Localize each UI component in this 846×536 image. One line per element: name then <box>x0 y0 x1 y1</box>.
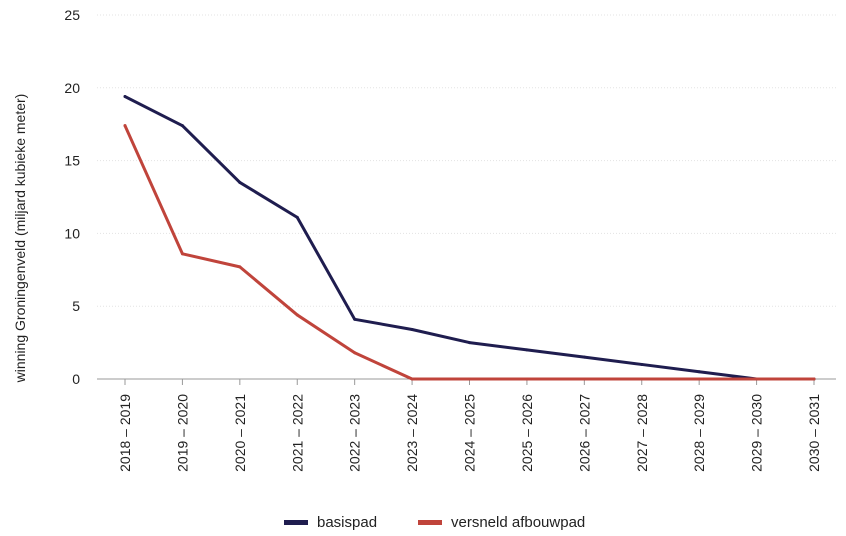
data-point <box>525 377 529 381</box>
y-tick-label: 15 <box>64 153 80 169</box>
y-tick-label: 20 <box>64 80 80 96</box>
series-1 <box>123 124 816 381</box>
data-point <box>640 377 644 381</box>
x-tick-label: 2030 – 2031 <box>806 394 822 472</box>
gridlines <box>97 14 836 307</box>
x-tick-label: 2022 – 2023 <box>347 394 363 472</box>
x-tick-label: 2026 – 2027 <box>576 394 592 472</box>
data-point <box>353 351 357 355</box>
data-point <box>812 377 816 381</box>
data-point <box>697 377 701 381</box>
x-tick-label: 2019 – 2020 <box>174 394 190 472</box>
legend-label: versneld afbouwpad <box>451 514 585 531</box>
data-point <box>410 327 414 331</box>
legend-label: basispad <box>317 514 377 531</box>
data-point <box>353 317 357 321</box>
x-tick-label: 2025 – 2026 <box>519 394 535 472</box>
y-tick-label: 25 <box>64 7 80 23</box>
x-tick-label: 2029 – 2030 <box>749 394 765 472</box>
x-tick-label: 2021 – 2022 <box>289 394 305 472</box>
data-point <box>238 180 242 184</box>
data-point <box>410 377 414 381</box>
y-tick-labels: 0 5 10 15 20 25 <box>64 7 80 387</box>
data-point <box>295 313 299 317</box>
series-line <box>123 124 816 381</box>
y-tick-label: 5 <box>72 298 80 314</box>
data-point <box>468 377 471 381</box>
series-line <box>123 95 816 381</box>
data-point <box>123 124 127 128</box>
data-point <box>295 215 299 219</box>
y-axis-label: winning Groningenveld (miljard kubieke m… <box>12 94 28 384</box>
x-tick-label: 2023 – 2024 <box>404 394 420 472</box>
data-point <box>238 265 242 269</box>
data-point <box>640 362 644 366</box>
legend-swatch <box>418 520 442 525</box>
x-tick-label: 2024 – 2025 <box>462 394 478 472</box>
legend: basispad versneld afbouwpad <box>284 514 585 531</box>
x-ticks: 2018 – 2019 2019 – 2020 2020 – 2021 2021 – … <box>117 379 822 472</box>
x-tick-label: 2018 – 2019 <box>117 394 133 472</box>
data-point <box>180 252 184 256</box>
data-point <box>755 377 759 381</box>
data-point <box>180 124 184 128</box>
data-point <box>525 348 529 352</box>
x-tick-label: 2027 – 2028 <box>634 394 650 472</box>
x-tick-label: 2020 – 2021 <box>232 394 248 472</box>
data-point <box>582 355 586 359</box>
data-point <box>468 341 471 345</box>
series-0 <box>123 95 816 381</box>
x-tick-label: 2028 – 2029 <box>691 394 707 472</box>
data-point <box>697 370 701 374</box>
data-point <box>582 377 586 381</box>
data-point <box>123 95 127 99</box>
legend-swatch <box>284 520 308 525</box>
series-lines <box>123 95 816 381</box>
y-tick-label: 0 <box>72 371 80 387</box>
y-tick-label: 10 <box>64 225 80 241</box>
